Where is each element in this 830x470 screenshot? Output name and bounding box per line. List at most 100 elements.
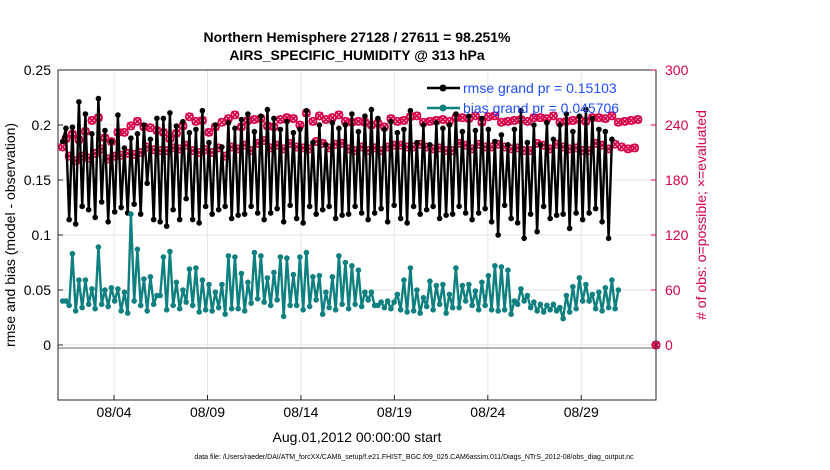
obs-possible-point [184, 112, 194, 122]
bias-point [609, 277, 615, 283]
rmse-point [443, 212, 449, 218]
obs-evaluated-point [536, 113, 545, 122]
rmse-point [115, 112, 121, 118]
bias-point [381, 304, 388, 311]
obs-evaluated-stroke [399, 116, 408, 125]
bias-point [336, 253, 342, 259]
rmse-point [498, 132, 505, 138]
rmse-point [573, 210, 579, 216]
obs-evaluated-stroke [126, 121, 135, 130]
rmse-point [417, 211, 423, 217]
x-tick-label: 08/24 [470, 404, 505, 420]
rmse-point [378, 205, 384, 212]
rmse-point [550, 136, 557, 143]
bias-point [414, 287, 420, 293]
bias-point [310, 274, 316, 280]
rmse-point [118, 204, 124, 211]
obs-evaluated-point [217, 118, 226, 127]
obs-evaluated-stroke [568, 116, 577, 125]
rmse-point [349, 111, 355, 117]
obs-evaluated-stroke [630, 143, 639, 152]
bias-point [277, 254, 284, 260]
data-file-footer: data file: /Users/raeder/DAI/ATM_forcXX/… [194, 454, 634, 461]
rmse-point [186, 129, 193, 136]
bias-point [459, 282, 466, 289]
rmse-point [553, 212, 560, 218]
obs-evaluated-stroke [617, 142, 626, 152]
rmse-point [407, 107, 414, 114]
obs-evaluated-point [484, 112, 493, 121]
bias-point [95, 244, 102, 250]
legend-rmse-marker [439, 84, 447, 92]
rmse-point [547, 215, 553, 222]
rmse-point [381, 126, 388, 133]
bias-point [72, 308, 79, 314]
rmse-point [193, 126, 199, 133]
bias-point [209, 308, 215, 314]
bias-point [514, 301, 521, 308]
bias-point [602, 285, 609, 291]
rmse-point [85, 206, 92, 213]
bias-point [401, 277, 407, 283]
y-tick-label-right: 120 [665, 227, 689, 243]
obs-evaluated-stroke [594, 113, 603, 122]
y-tick-label-right: 0 [665, 337, 673, 353]
rmse-point [202, 203, 209, 210]
bias-point [596, 289, 602, 296]
bias-point [544, 302, 550, 309]
bias-point [180, 287, 186, 293]
obs-evaluated-point [315, 111, 324, 120]
rmse-point [92, 214, 98, 221]
rmse-point [362, 113, 368, 119]
bias-point [482, 302, 488, 309]
y-tick-label-left: 0 [43, 337, 51, 353]
obs-evaluated-stroke [354, 117, 363, 126]
y-tick-label-left: 0.2 [32, 117, 52, 133]
obs-evaluated-stroke [529, 113, 538, 122]
obs-evaluated-point [289, 114, 298, 123]
y-tick-label-left: 0.1 [32, 227, 52, 243]
bias-point [410, 308, 417, 314]
rmse-point [495, 232, 501, 238]
bias-point [225, 253, 232, 259]
series-layer [58, 95, 661, 350]
obs-evaluated-point [185, 112, 194, 121]
rmse-point [209, 211, 215, 217]
bias-point [433, 282, 440, 289]
rmse-point [160, 115, 167, 122]
obs-evaluated-point [630, 143, 639, 152]
rmse-point [323, 142, 329, 148]
bias-point [550, 301, 557, 308]
rmse-point [245, 111, 251, 117]
bias-point [329, 274, 336, 280]
rmse-point [241, 211, 248, 217]
bias-point [212, 289, 219, 296]
rmse-line [61, 97, 614, 240]
legend-rmse-label: rmse grand pr = 0.15103 [463, 80, 617, 96]
obs-possible-point [412, 111, 422, 121]
x-tick-label: 08/09 [190, 404, 225, 420]
rmse-point [258, 113, 264, 119]
rmse-point [284, 118, 290, 125]
bias-point [271, 269, 277, 276]
rmse-point [446, 122, 453, 128]
rmse-point [557, 122, 563, 128]
bias-point [267, 302, 274, 309]
obs-evaluated-stroke [87, 116, 96, 125]
legend-bias-label: bias grand pr = 0.045706 [463, 100, 619, 116]
bias-point [485, 272, 492, 279]
bias-point [576, 275, 583, 281]
obs-evaluated-stroke [484, 112, 493, 121]
bias-point [440, 281, 446, 288]
obs-evaluated-stroke [217, 118, 226, 127]
obs-evaluated-stroke [334, 110, 343, 119]
bias-point [79, 304, 85, 311]
rmse-point [219, 144, 225, 150]
bias-point [365, 297, 371, 303]
obs-possible-point [132, 116, 142, 126]
bias-point [232, 254, 238, 260]
bias-point [69, 250, 76, 257]
obs-evaluated-stroke [458, 113, 467, 122]
bias-point [160, 254, 167, 260]
obs-evaluated-stroke [282, 113, 291, 122]
